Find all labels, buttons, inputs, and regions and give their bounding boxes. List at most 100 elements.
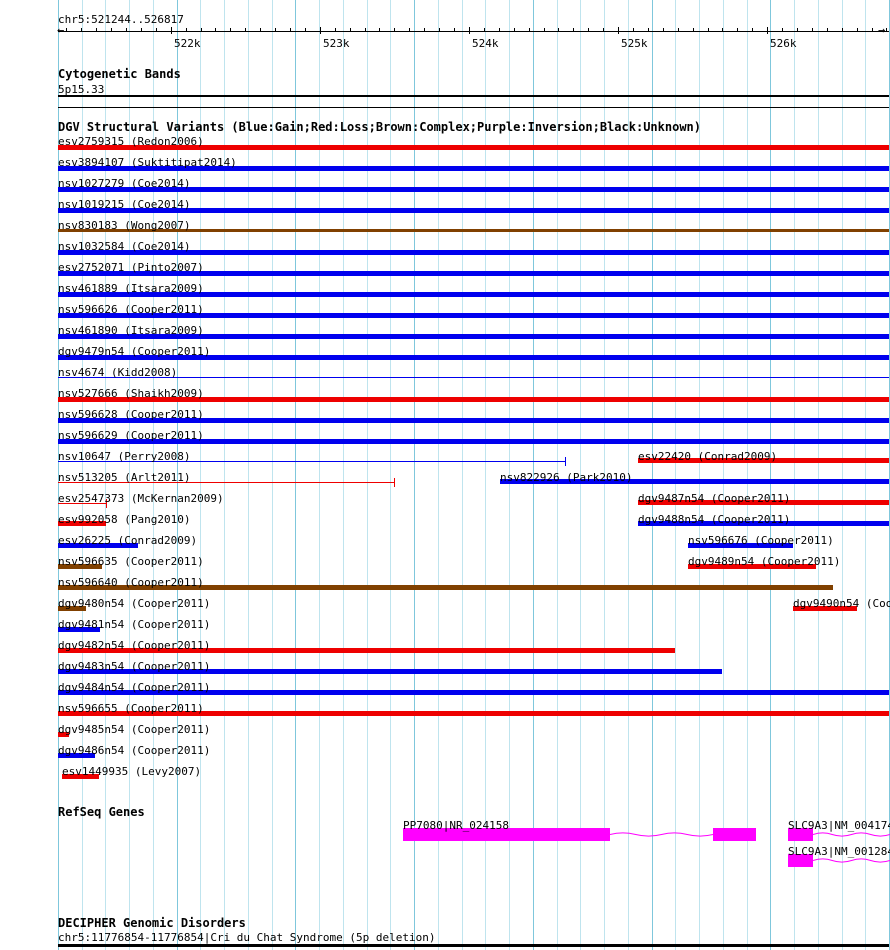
dgv-variant-label[interactable]: nsv596655 (Cooper2011) — [58, 702, 204, 715]
dgv-variant-label[interactable]: dgv9479n54 (Cooper2011) — [58, 345, 211, 358]
dgv-variant-bar[interactable] — [58, 418, 889, 423]
decipher-entry-label: chr5:11776854-11776854|Cri du Chat Syndr… — [58, 931, 436, 944]
dgv-variant-bar[interactable] — [58, 355, 889, 360]
dgv-variant-label[interactable]: dgv9480n54 (Cooper2011) — [58, 597, 211, 610]
dgv-variant-bar[interactable] — [58, 271, 889, 276]
dgv-variant-label[interactable]: dgv9482n54 (Cooper2011) — [58, 639, 211, 652]
gridline — [842, 0, 843, 950]
ruler-right-arrow[interactable]: → — [878, 23, 886, 37]
ruler-tick-minor — [737, 28, 738, 32]
dgv-variant-bar[interactable] — [58, 711, 889, 716]
dgv-variant-label[interactable]: nsv10647 (Perry2008) — [58, 450, 191, 463]
refseq-exon[interactable] — [403, 828, 610, 841]
dgv-variant-bar[interactable] — [58, 732, 69, 737]
dgv-variant-label[interactable]: dgv9481n54 (Cooper2011) — [58, 618, 211, 631]
ruler-tick-label: 522k — [174, 37, 201, 50]
dgv-variant-label[interactable]: dgv9489n54 (Cooper2011) — [688, 555, 841, 568]
dgv-variant-label[interactable]: nsv1019215 (Coe2014) — [58, 198, 191, 211]
dgv-variant-bar[interactable] — [58, 564, 102, 569]
refseq-gene-label[interactable]: SLC9A3|NM_004174 — [788, 819, 890, 832]
dgv-variant-bar[interactable] — [58, 543, 138, 548]
dgv-variant-label[interactable]: nsv513205 (Arlt2011) — [58, 471, 191, 484]
dgv-variant-label[interactable]: nsv596629 (Cooper2011) — [58, 429, 204, 442]
dgv-variant-bar[interactable] — [58, 377, 889, 378]
dgv-variant-label[interactable]: nsv822926 (Park2010) — [500, 471, 633, 484]
dgv-variant-bar[interactable] — [793, 606, 857, 611]
dgv-variant-bar[interactable] — [58, 292, 889, 297]
gridline — [462, 0, 463, 950]
gridline — [390, 0, 391, 950]
dgv-variant-label[interactable]: nsv1027279 (Coe2014) — [58, 177, 191, 190]
dgv-variant-label[interactable]: esv26225 (Conrad2009) — [58, 534, 198, 547]
dgv-variant-label[interactable]: nsv596676 (Cooper2011) — [688, 534, 834, 547]
dgv-variant-bar[interactable] — [58, 397, 889, 402]
dgv-variant-bar[interactable] — [58, 145, 889, 150]
dgv-variant-bar[interactable] — [58, 229, 889, 232]
dgv-variant-label[interactable]: dgv9490n54 (Coop — [793, 597, 890, 610]
dgv-variant-label[interactable]: esv992058 (Pang2010) — [58, 513, 191, 526]
dgv-variant-bar[interactable] — [58, 313, 889, 318]
gridline — [747, 0, 748, 950]
dgv-variant-bar[interactable] — [58, 753, 95, 758]
dgv-variant-label[interactable]: nsv596635 (Cooper2011) — [58, 555, 204, 568]
refseq-exon[interactable] — [713, 828, 756, 841]
ruler-tick-minor — [872, 28, 873, 32]
ruler-tick-minor — [678, 28, 679, 32]
ruler-tick-minor — [648, 28, 649, 32]
dgv-variant-label[interactable]: nsv596640 (Cooper2011) — [58, 576, 204, 589]
dgv-variant-label[interactable]: esv2547373 (McKernan2009) — [58, 492, 224, 505]
refseq-gene-label[interactable]: SLC9A3|NM_0012843 — [788, 845, 890, 858]
dgv-variant-bar[interactable] — [58, 461, 565, 462]
cytoband-bar[interactable] — [58, 95, 889, 97]
dgv-variant-label[interactable]: dgv9485n54 (Cooper2011) — [58, 723, 211, 736]
dgv-variant-bar[interactable] — [58, 627, 100, 632]
refseq-gene-label[interactable]: PP7080|NR_024158 — [403, 819, 509, 832]
dgv-variant-bar[interactable] — [638, 521, 889, 526]
dgv-variant-label[interactable]: dgv9484n54 (Cooper2011) — [58, 681, 211, 694]
dgv-variant-label[interactable]: nsv461890 (Itsara2009) — [58, 324, 204, 337]
ruler-left-arrow[interactable]: ← — [57, 23, 65, 37]
dgv-variant-bar[interactable] — [58, 187, 889, 192]
dgv-variant-label[interactable]: nsv1032584 (Coe2014) — [58, 240, 191, 253]
ruler-tick-minor — [260, 28, 261, 32]
dgv-variant-bar[interactable] — [58, 648, 675, 653]
dgv-variant-label[interactable]: nsv461889 (Itsara2009) — [58, 282, 204, 295]
dgv-variant-label[interactable]: esv2759315 (Redon2006) — [58, 135, 204, 148]
dgv-variant-bar[interactable] — [688, 564, 816, 569]
ruler-tick-minor — [409, 28, 410, 32]
dgv-variant-label[interactable]: esv3894107 (Suktitipat2014) — [58, 156, 237, 169]
decipher-entry-bar[interactable] — [58, 944, 889, 947]
dgv-variant-label[interactable]: dgv9488n54 (Cooper2011) — [638, 513, 791, 526]
dgv-variant-bar[interactable] — [638, 458, 889, 463]
dgv-variant-bar[interactable] — [58, 482, 394, 483]
dgv-variant-bar[interactable] — [688, 543, 793, 548]
dgv-variant-bar[interactable] — [58, 585, 833, 590]
dgv-variant-bar[interactable] — [58, 606, 86, 611]
dgv-variant-label[interactable]: esv1449935 (Levy2007) — [62, 765, 202, 778]
gridline — [319, 0, 320, 950]
dgv-variant-bar[interactable] — [62, 774, 99, 779]
dgv-variant-bar[interactable] — [58, 250, 889, 255]
dgv-variant-bar[interactable] — [58, 690, 889, 695]
dgv-variant-endcap — [106, 499, 107, 508]
ruler-tick-minor — [722, 28, 723, 32]
dgv-variant-bar[interactable] — [58, 208, 889, 213]
dgv-variant-label[interactable]: dgv9483n54 (Cooper2011) — [58, 660, 211, 673]
dgv-variant-label[interactable]: nsv4674 (Kidd2008) — [58, 366, 178, 379]
dgv-variant-label[interactable]: esv22420 (Conrad2009) — [638, 450, 778, 463]
dgv-variant-bar[interactable] — [58, 334, 889, 339]
ruler-tick-minor — [379, 28, 380, 32]
dgv-variant-label[interactable]: nsv830183 (Wong2007) — [58, 219, 191, 232]
dgv-variant-label[interactable]: dgv9487n54 (Cooper2011) — [638, 492, 791, 505]
dgv-variant-label[interactable]: esv2752071 (Pinto2007) — [58, 261, 204, 274]
dgv-variant-bar[interactable] — [58, 166, 889, 171]
dgv-variant-label[interactable]: dgv9486n54 (Cooper2011) — [58, 744, 211, 757]
dgv-variant-label[interactable]: nsv596628 (Cooper2011) — [58, 408, 204, 421]
dgv-variant-bar[interactable] — [58, 439, 889, 444]
dgv-variant-label[interactable]: nsv527666 (Shaikh2009) — [58, 387, 204, 400]
ruler-tick-minor — [305, 28, 306, 32]
ruler-tick-minor — [797, 28, 798, 32]
dgv-variant-bar[interactable] — [638, 500, 889, 505]
dgv-variant-label[interactable]: nsv596626 (Cooper2011) — [58, 303, 204, 316]
dgv-variant-bar[interactable] — [500, 479, 889, 484]
